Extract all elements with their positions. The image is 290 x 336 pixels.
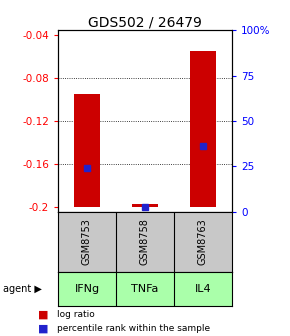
Text: agent ▶: agent ▶ [3,284,42,294]
Text: percentile rank within the sample: percentile rank within the sample [57,324,210,333]
Text: ■: ■ [38,324,48,334]
Text: IL4: IL4 [195,284,211,294]
Bar [132,204,158,207]
Bar [74,94,100,207]
Title: GDS502 / 26479: GDS502 / 26479 [88,15,202,29]
Text: IFNg: IFNg [75,284,99,294]
Text: GSM8758: GSM8758 [140,218,150,265]
Text: ■: ■ [38,309,48,319]
Text: log ratio: log ratio [57,310,94,319]
Text: GSM8753: GSM8753 [82,218,92,265]
Text: GSM8763: GSM8763 [198,218,208,265]
Bar [190,51,216,207]
Text: TNFa: TNFa [131,284,159,294]
